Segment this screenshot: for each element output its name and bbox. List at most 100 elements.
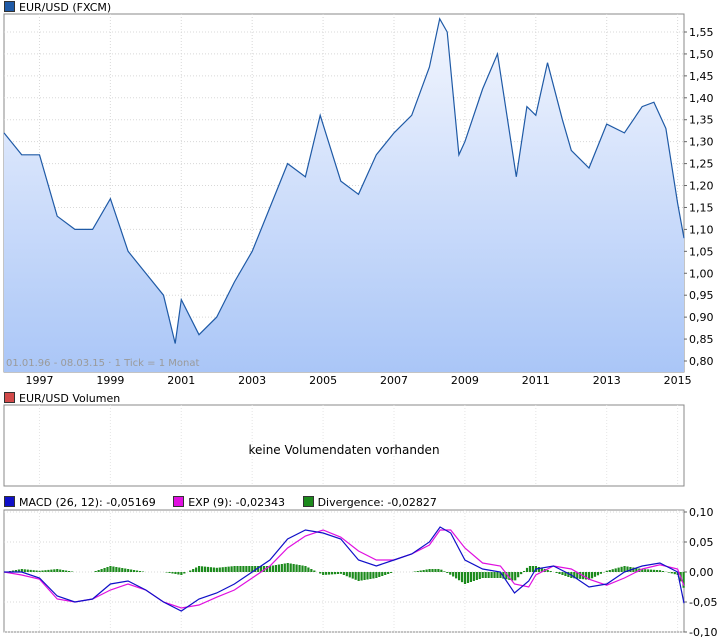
divergence-bar (673, 572, 676, 575)
divergence-bar (67, 571, 71, 572)
divergence-bar (484, 572, 487, 578)
divergence-bar (348, 572, 351, 578)
price-ytick-label: 1,05 (689, 245, 714, 258)
exp-legend-label: EXP (9): -0,02343 (188, 496, 286, 509)
divergence-bar (452, 572, 455, 577)
divergence-bar (239, 566, 242, 572)
divergence-bar (437, 569, 440, 572)
divergence-bar (590, 572, 594, 579)
price-ytick-label: 1,45 (689, 70, 714, 83)
divergence-bar (434, 569, 437, 572)
divergence-bar (345, 572, 348, 577)
divergence-bar (336, 572, 340, 574)
divergence-bar (251, 566, 254, 572)
divergence-bar (97, 570, 100, 572)
price-ytick-label: 1,40 (689, 92, 714, 105)
divergence-bar (209, 567, 213, 572)
divergence-bar (457, 572, 461, 581)
divergence-bar (579, 572, 582, 579)
divergence-bar (289, 563, 292, 572)
divergence-bar (487, 572, 490, 578)
divergence-bar (94, 571, 97, 572)
exp-line (3, 529, 685, 609)
divergence-bar (301, 565, 304, 572)
exp-legend-item: EXP (9): -0,02343 (173, 496, 285, 509)
divergence-bar (242, 566, 245, 572)
divergence-bar (517, 572, 520, 578)
divergence-bar (103, 568, 106, 572)
divergence-bar (620, 566, 623, 572)
price-ytick-label: 0,80 (689, 355, 714, 368)
date-range-footnote: 01.01.96 - 08.03.15 · 1 Tick = 1 Monat (6, 358, 200, 369)
divergence-bar (339, 572, 343, 574)
divergence-bar (265, 566, 269, 572)
divergence-bar (295, 564, 298, 572)
price-legend-label: EUR/USD (FXCM) (19, 1, 112, 14)
divergence-bar (670, 572, 673, 574)
divergence-bar (118, 567, 121, 572)
divergence-bar (475, 572, 478, 580)
divergence-bar (463, 572, 467, 584)
divergence-bar (381, 572, 384, 576)
divergence-bar (593, 572, 597, 577)
divergence-bar (20, 569, 23, 572)
divergence-bar (682, 572, 685, 588)
divergence-bar (608, 570, 611, 572)
price-ytick-label: 1,35 (689, 114, 714, 127)
divergence-bar (647, 569, 650, 572)
divergence-bar (549, 571, 552, 572)
divergence-bar (322, 572, 325, 575)
divergence-bar (221, 567, 224, 572)
divergence-bar (32, 570, 35, 572)
divergence-bar (567, 572, 570, 577)
divergence-bar (558, 572, 561, 574)
divergence-bar (540, 568, 543, 572)
divergence-bar (56, 569, 59, 572)
divergence-bar (138, 571, 142, 572)
price-ytick-label: 1,25 (689, 158, 714, 171)
price-area (4, 18, 684, 373)
divergence-bar (661, 571, 665, 572)
divergence-bar (274, 565, 278, 572)
divergence-bar (667, 572, 670, 573)
divergence-bar (650, 569, 653, 572)
macd-legend-item: MACD (26, 12): -0,05169 (4, 496, 156, 509)
price-ytick-label: 0,95 (689, 289, 714, 302)
divergence-bar (611, 569, 614, 572)
divergence-bar (623, 566, 626, 572)
divergence-bar (292, 564, 295, 572)
divergence-bar (257, 566, 260, 572)
price-xtick-label: 1997 (25, 374, 53, 387)
divergence-bar (416, 571, 419, 572)
divergence-bar (319, 572, 322, 574)
divergence-bar (632, 567, 635, 572)
price-xtick-label: 2001 (167, 374, 195, 387)
divergence-bar (11, 570, 15, 572)
macd-legend: MACD (26, 12): -0,05169 EXP (9): -0,0234… (4, 496, 451, 509)
divergence-bar (286, 563, 289, 572)
divergence-bar (375, 572, 378, 578)
price-ytick-label: 1,10 (689, 223, 714, 236)
divergence-bar (212, 567, 215, 572)
divergence-bar (197, 566, 201, 572)
price-ytick-label: 1,00 (689, 267, 714, 280)
macd-ytick-label: -0,10 (689, 626, 717, 639)
divergence-bar (330, 572, 334, 575)
price-ytick-label: 1,20 (689, 180, 714, 193)
divergence-bar (325, 572, 328, 575)
divergence-bar (635, 568, 638, 572)
divergence-bar (262, 566, 266, 572)
divergence-bar (224, 566, 227, 572)
divergence-bar (168, 572, 171, 573)
divergence-bar (528, 566, 532, 572)
divergence-bar (460, 572, 464, 583)
divergence-bar (490, 572, 493, 578)
divergence-bar (502, 572, 505, 579)
divergence-bar (587, 572, 591, 580)
macd-line (4, 526, 685, 612)
divergence-bar (106, 567, 109, 572)
divergence-bar (466, 572, 470, 583)
divergence-bar (304, 566, 307, 572)
divergence-bar (357, 572, 360, 581)
